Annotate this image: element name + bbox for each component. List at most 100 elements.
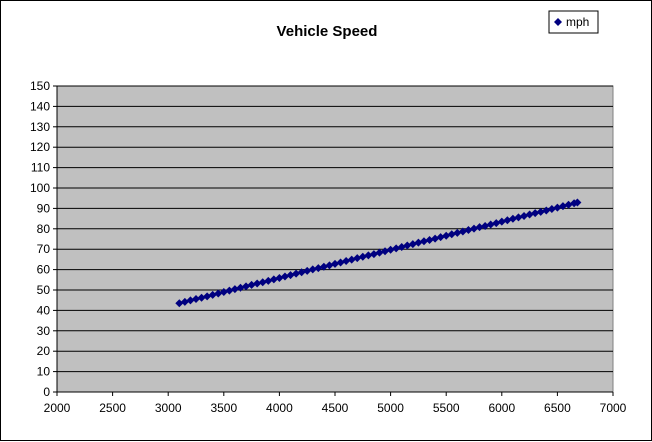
- data-point: [364, 251, 373, 260]
- y-tick-label: 10: [37, 365, 51, 379]
- data-point: [308, 265, 317, 274]
- y-tick-label: 0: [43, 385, 50, 399]
- data-point: [503, 216, 512, 225]
- data-point: [258, 278, 267, 287]
- data-point: [564, 200, 573, 209]
- data-point: [381, 247, 390, 256]
- y-tick-label: 60: [37, 263, 51, 277]
- y-tick-label: 140: [30, 99, 50, 113]
- data-point: [514, 213, 523, 222]
- data-point: [353, 254, 362, 263]
- data-point: [347, 255, 356, 264]
- y-tick-label: 150: [30, 79, 50, 93]
- data-point: [208, 290, 217, 299]
- data-point: [447, 230, 456, 239]
- data-point: [247, 280, 256, 289]
- data-point: [481, 221, 490, 230]
- data-point: [253, 279, 262, 288]
- data-point: [297, 268, 306, 277]
- data-point: [192, 294, 200, 303]
- data-point: [536, 207, 545, 216]
- data-point: [286, 271, 295, 280]
- y-tick-label: 120: [30, 140, 50, 154]
- data-point: [492, 219, 501, 228]
- grid-lines: [57, 85, 613, 373]
- y-tick-label: 110: [31, 161, 50, 175]
- data-point: [558, 202, 567, 211]
- data-point: [280, 272, 289, 281]
- legend-marker-diamond-icon: [554, 18, 562, 26]
- data-point: [175, 299, 184, 308]
- data-point: [275, 273, 284, 282]
- data-point: [531, 209, 540, 218]
- x-tick-label: 4500: [322, 401, 349, 415]
- data-point: [319, 262, 328, 271]
- axes: [53, 85, 614, 396]
- data-point: [358, 252, 367, 261]
- data-point: [431, 234, 440, 243]
- x-tick-label: 2500: [99, 401, 126, 415]
- data-point: [453, 228, 462, 237]
- data-point: [397, 242, 406, 251]
- y-tick-labels: 0 10 20 30 40 50 60 70 80 90 100 110 120 130 140 150: [30, 79, 50, 399]
- data-point: [386, 245, 395, 254]
- x-tick-label: 5000: [377, 401, 404, 415]
- y-tick-label: 40: [37, 303, 51, 317]
- y-tick-label: 70: [37, 242, 51, 256]
- data-point: [342, 257, 351, 266]
- data-point: [214, 289, 223, 298]
- data-point: [464, 226, 473, 235]
- y-tick-label: 50: [37, 283, 51, 297]
- chart-title: Vehicle Speed: [277, 23, 378, 40]
- data-point: [486, 220, 495, 229]
- data-point: [242, 282, 251, 291]
- plot-area: [56, 85, 614, 393]
- x-tick-label: 3000: [155, 401, 182, 415]
- data-point: [508, 214, 517, 223]
- data-point: [303, 266, 312, 275]
- data-point: [203, 292, 212, 301]
- data-point: [414, 238, 423, 247]
- data-point: [230, 285, 239, 294]
- y-tick-label: 30: [37, 324, 51, 338]
- legend: mph: [548, 10, 599, 34]
- data-point: [336, 258, 345, 267]
- x-tick-label: 2000: [44, 401, 71, 415]
- x-tick-label: 6500: [544, 401, 571, 415]
- data-point: [542, 206, 551, 215]
- data-point: [419, 237, 428, 246]
- data-point: [553, 203, 562, 212]
- data-point: [408, 240, 417, 249]
- data-point: [369, 250, 378, 259]
- x-tick-label: 4000: [266, 401, 293, 415]
- y-tick-label: 100: [30, 181, 50, 195]
- x-tick-labels: 2000 2500 3000 3500 4000 4500 5000 5500 6000 6500…: [44, 401, 627, 415]
- data-point: [425, 236, 434, 245]
- data-points: [175, 198, 582, 308]
- data-point: [475, 223, 484, 232]
- data-point: [264, 276, 273, 285]
- data-point: [442, 231, 451, 240]
- data-point: [470, 224, 478, 233]
- y-tick-label: 130: [30, 120, 50, 134]
- legend-label: mph: [566, 15, 589, 29]
- x-tick-label: 3500: [210, 401, 237, 415]
- data-point: [403, 241, 412, 250]
- data-point: [197, 293, 206, 302]
- data-point: [219, 288, 228, 297]
- data-point: [186, 296, 195, 305]
- data-point: [180, 297, 189, 306]
- data-point: [520, 211, 529, 220]
- y-tick-label: 20: [37, 344, 51, 358]
- x-tick-label: 5500: [433, 401, 460, 415]
- data-point: [392, 244, 401, 253]
- y-tick-label: 80: [37, 222, 51, 236]
- data-point: [497, 217, 506, 226]
- data-point: [573, 198, 582, 207]
- legend-box: [548, 10, 599, 34]
- data-point: [525, 210, 534, 219]
- data-point: [458, 227, 467, 236]
- x-tick-label: 6000: [488, 401, 515, 415]
- data-point: [236, 283, 245, 292]
